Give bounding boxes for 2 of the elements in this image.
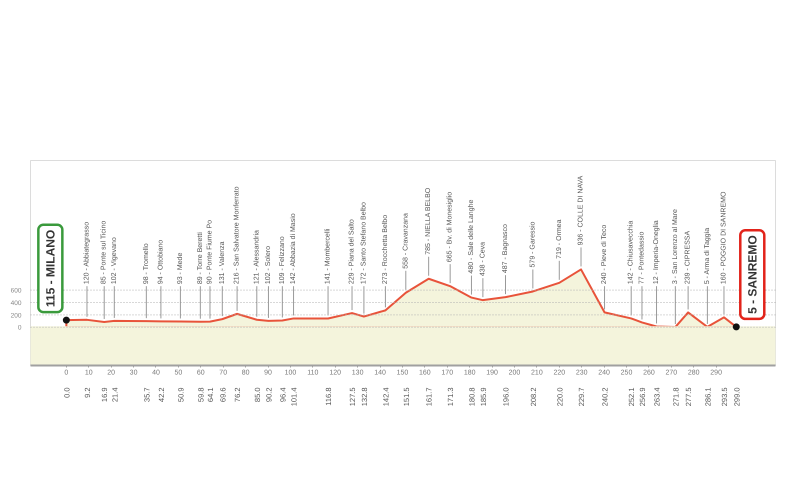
annotation: 5 - SANREMO [745,235,760,314]
annotation: 115 - MILANO [43,230,58,308]
